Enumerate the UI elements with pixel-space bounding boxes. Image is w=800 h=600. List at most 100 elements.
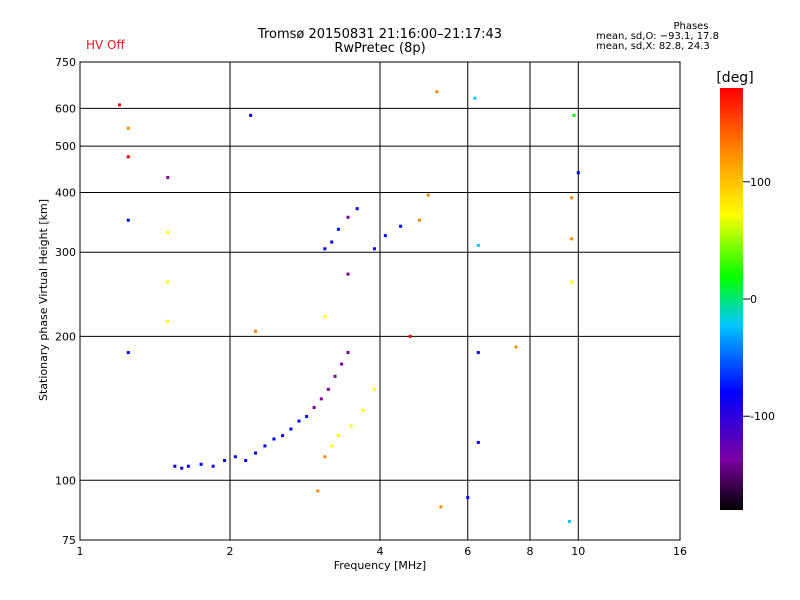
data-point	[567, 519, 571, 523]
data-point	[426, 193, 430, 197]
title-line-2: RwPretec (8p)	[334, 41, 426, 56]
y-tick-label: 300	[55, 246, 76, 259]
data-point	[316, 489, 320, 493]
data-point	[330, 444, 334, 448]
data-point	[476, 351, 480, 355]
data-point	[570, 237, 574, 241]
data-point	[514, 345, 518, 349]
colorbar	[720, 88, 743, 510]
data-points	[117, 90, 580, 523]
colorbar-tick-label: -100	[750, 410, 775, 423]
data-point	[166, 175, 170, 179]
data-point	[373, 247, 377, 251]
data-point	[281, 434, 285, 438]
axis-ticks: 1 2 4 6 8 10 16 75 100 200 300 400 500 600 750	[55, 56, 687, 558]
data-point	[399, 224, 403, 228]
data-point	[223, 458, 227, 462]
data-point	[576, 171, 580, 175]
data-point	[323, 455, 327, 459]
data-point	[476, 243, 480, 247]
data-point	[173, 464, 177, 468]
data-point	[570, 280, 574, 284]
y-tick-label: 200	[55, 330, 76, 343]
data-point	[233, 455, 237, 459]
data-point	[126, 218, 130, 222]
colorbar-ticks: 100 0 -100	[743, 176, 775, 423]
data-point	[417, 218, 421, 222]
phase-summary-title: Phases	[673, 21, 709, 32]
data-point	[186, 464, 190, 468]
x-tick-label: 10	[571, 545, 585, 558]
data-point	[346, 351, 350, 355]
data-point	[408, 334, 412, 338]
data-point	[330, 240, 334, 244]
data-point	[383, 234, 387, 238]
data-point	[323, 247, 327, 251]
phase-summary-o: mean, sd,O: −93.1, 17.8	[596, 31, 719, 42]
data-point	[244, 458, 248, 462]
title-line-1: Tromsø 20150831 21:16:00–21:17:43	[257, 27, 503, 42]
colorbar-tick-label: 100	[750, 176, 771, 189]
x-tick-label: 8	[527, 545, 534, 558]
data-point	[253, 329, 257, 333]
data-point	[336, 434, 340, 438]
data-point	[126, 155, 130, 159]
data-point	[211, 464, 215, 468]
data-point	[346, 215, 350, 219]
y-tick-label: 500	[55, 140, 76, 153]
y-tick-label: 400	[55, 186, 76, 199]
data-point	[166, 280, 170, 284]
x-tick-label: 1	[77, 545, 84, 558]
data-point	[319, 397, 323, 401]
data-point	[253, 451, 257, 455]
data-point	[126, 351, 130, 355]
data-point	[249, 113, 253, 117]
data-point	[326, 387, 330, 391]
x-tick-label: 16	[673, 545, 687, 558]
phase-summary: Phases mean, sd,O: −93.1, 17.8 mean, sd,…	[596, 22, 746, 52]
data-point	[289, 427, 293, 431]
data-point	[323, 315, 327, 319]
data-point	[572, 113, 576, 117]
x-tick-label: 6	[464, 545, 471, 558]
data-point	[333, 374, 337, 378]
data-point	[166, 230, 170, 234]
data-point	[361, 408, 365, 412]
hv-status-label: HV Off	[86, 38, 125, 52]
data-point	[297, 419, 301, 423]
data-point	[355, 207, 359, 211]
data-point	[476, 440, 480, 444]
data-point	[117, 103, 121, 107]
data-point	[373, 387, 377, 391]
x-tick-label: 4	[377, 545, 384, 558]
y-tick-label: 600	[55, 102, 76, 115]
data-point	[570, 196, 574, 200]
data-point	[349, 424, 353, 428]
data-point	[312, 405, 316, 409]
y-axis-label: Stationary phase Virtual Height [km]	[37, 199, 50, 401]
data-point	[166, 319, 170, 323]
phase-summary-x: mean, sd,X: 82.8, 24.3	[596, 41, 710, 52]
data-point	[180, 466, 184, 470]
colorbar-label: [deg]	[716, 70, 753, 86]
x-axis-label: Frequency [MHz]	[334, 559, 426, 572]
data-point	[272, 437, 276, 441]
plot-frame	[79, 61, 681, 541]
data-point	[336, 227, 340, 231]
data-point	[199, 462, 203, 466]
data-point	[466, 496, 470, 500]
colorbar-tick-label: 0	[750, 293, 757, 306]
x-tick-label: 2	[227, 545, 234, 558]
data-point	[263, 444, 267, 448]
y-tick-label: 750	[55, 56, 76, 69]
data-point	[473, 96, 477, 100]
data-point	[346, 272, 350, 276]
grid	[80, 62, 680, 540]
y-tick-label: 75	[62, 534, 76, 547]
y-tick-label: 100	[55, 474, 76, 487]
data-point	[340, 362, 344, 366]
data-point	[305, 414, 309, 418]
data-point	[126, 126, 130, 130]
data-point	[439, 505, 443, 509]
